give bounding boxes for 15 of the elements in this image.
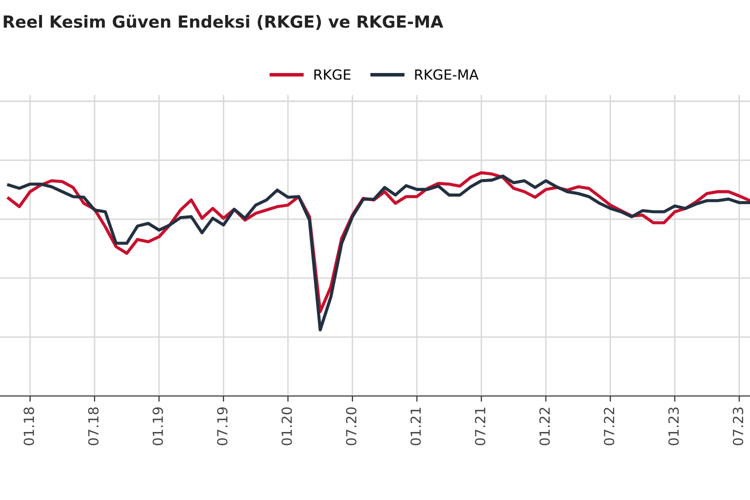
x-tick-label: 07.22 — [604, 408, 614, 446]
chart-title: Reel Kesim Güven Endeksi (RKGE) ve RKGE-MA — [4, 14, 444, 30]
x-tick-label: 01.19 — [152, 407, 164, 446]
x-tick-label: 01.18 — [24, 407, 34, 446]
legend-label: RKGE-MA — [415, 69, 479, 80]
x-tick-label: 01.20 — [281, 407, 292, 446]
x-tick-label: 07.23 — [732, 408, 744, 446]
x-tick-label: 07.20 — [346, 407, 356, 446]
legend-label: RKGE — [314, 69, 350, 80]
x-tick-label: 01.22 — [539, 408, 550, 446]
x-tick-label: 07.18 — [88, 407, 99, 446]
x-tick-label: 01.23 — [668, 408, 679, 446]
x-tick-label: 07.19 — [217, 407, 228, 446]
x-tick-label: 07.21 — [474, 408, 486, 446]
x-tick-label: 01.21 — [410, 408, 421, 446]
